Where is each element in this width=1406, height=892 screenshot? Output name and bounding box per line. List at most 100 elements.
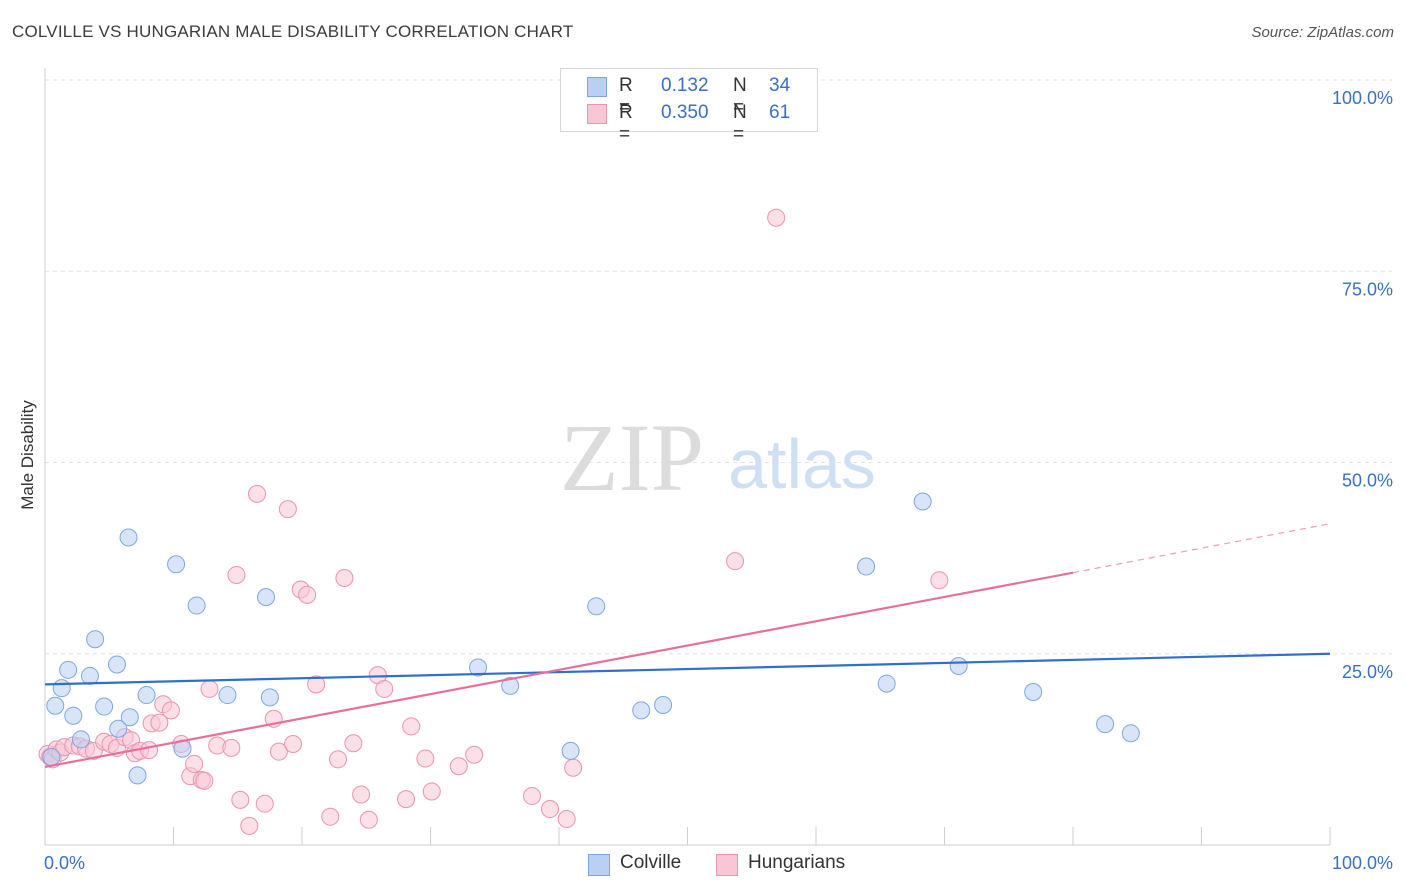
colville-point [59, 660, 78, 679]
colville-point [52, 679, 71, 698]
hungarians-point [248, 484, 267, 503]
colville-point [260, 688, 279, 707]
colville-point [42, 748, 61, 767]
hungarians-point [195, 771, 214, 790]
colville-point [877, 674, 896, 693]
hungarians-point [465, 745, 484, 764]
legend-n-label: N = [733, 102, 747, 145]
hungarians-point [328, 750, 347, 769]
watermark-zip: ZIP [560, 404, 704, 511]
colville-point [1024, 683, 1043, 701]
hungarians-point [284, 735, 303, 754]
legend-swatch-colville [587, 77, 607, 97]
hungarians-point [200, 679, 219, 698]
hungarians-trend-extension [1072, 523, 1331, 574]
colville-point [218, 686, 237, 705]
colville-point [1096, 715, 1115, 734]
colville-point [469, 658, 488, 677]
legend-n-label: N = [733, 75, 747, 118]
hungarians-point [222, 738, 241, 757]
hungarians-point [278, 500, 297, 519]
hungarians-point [564, 758, 583, 777]
colville-point [857, 557, 876, 576]
colville-point [80, 666, 99, 685]
hungarians-point [185, 754, 204, 773]
hungarians-point [298, 585, 317, 604]
bottom-legend-label-hungarians: Hungarians [748, 852, 846, 873]
hungarians-point [140, 741, 159, 760]
colville-point [46, 696, 65, 715]
colville-point [64, 706, 83, 725]
colville-point [167, 555, 186, 574]
colville-trend-line [44, 652, 1331, 686]
trend-lines [44, 523, 1331, 769]
hungarians-point [930, 571, 949, 590]
hungarians-point [344, 734, 363, 753]
colville-point [913, 492, 932, 511]
colville-point [654, 696, 673, 715]
hungarians-point [231, 790, 250, 809]
hungarians-point [449, 757, 468, 776]
colville-point [257, 588, 276, 607]
axes [44, 68, 1331, 846]
hungarians-point [227, 565, 246, 584]
hungarians-point [335, 569, 354, 588]
legend-r-label: R = [619, 102, 633, 145]
watermark: ZIP atlas [560, 404, 876, 511]
hungarians-point [375, 679, 394, 698]
colville-point [119, 528, 138, 547]
x-tick-label: 0.0% [44, 853, 85, 873]
hungarians-point [416, 749, 435, 768]
legend-r-value: 0.350 [661, 102, 709, 123]
legend-r-value: 0.132 [661, 75, 709, 96]
bottom-legend-swatch-hungarians [716, 854, 738, 876]
hungarians-point [402, 717, 421, 736]
colville-point [95, 697, 114, 716]
hungarians-point [150, 713, 169, 732]
data-points [38, 208, 1140, 835]
legend-swatch-hungarians [587, 104, 607, 124]
hungarians-point [523, 787, 542, 806]
legend-n-value: 34 [769, 75, 791, 96]
y-tick-label: 75.0% [1342, 279, 1393, 299]
hungarians-point [240, 816, 259, 835]
legend-n-value: 61 [769, 102, 791, 123]
hungarians-point [422, 782, 441, 801]
y-tick-label: 100.0% [1332, 88, 1393, 108]
source-label: Source: ZipAtlas.com [1251, 24, 1394, 41]
hungarians-point [726, 552, 745, 571]
colville-point [1121, 724, 1140, 743]
y-tick-label: 25.0% [1342, 662, 1393, 682]
legend-r-label: R = [619, 75, 633, 118]
y-tick-label: 50.0% [1342, 471, 1393, 491]
hungarians-point [307, 675, 326, 694]
colville-point [107, 655, 126, 674]
hungarians-point [767, 208, 786, 227]
colville-point [128, 766, 147, 785]
hungarians-point [255, 794, 274, 813]
colville-point [86, 630, 105, 649]
x-tick-label: 100.0% [1332, 853, 1393, 873]
colville-point [120, 708, 139, 727]
tick-labels: 25.0% 50.0% 75.0% 100.0% 0.0% 100.0% [44, 88, 1393, 873]
hungarians-point [269, 742, 288, 761]
legend: R = 0.132 N = 34 R = 0.350 N = 61 [560, 68, 818, 145]
chart-title: COLVILLE VS HUNGARIAN MALE DISABILITY CO… [12, 22, 574, 41]
hungarians-trend-line [44, 571, 1074, 769]
hungarians-point [321, 807, 340, 826]
colville-point [187, 596, 206, 615]
watermark-atlas: atlas [728, 425, 876, 503]
colville-point [71, 730, 90, 749]
hungarians-point [359, 810, 378, 829]
colville-point [109, 719, 128, 738]
colville-point [137, 686, 156, 705]
colville-point [561, 741, 580, 760]
colville-point [632, 701, 651, 720]
hungarians-point [397, 790, 416, 809]
grid-lines [45, 79, 1392, 655]
hungarians-point [161, 701, 180, 720]
colville-point [587, 597, 606, 616]
hungarians-point [541, 800, 560, 819]
colville-point [501, 676, 520, 695]
